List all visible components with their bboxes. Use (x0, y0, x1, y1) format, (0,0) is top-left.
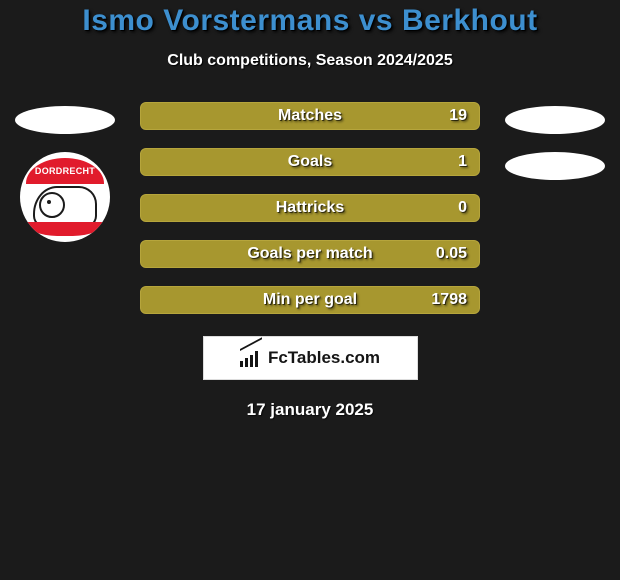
right-flag-bottom-icon (505, 152, 605, 180)
infographic-root: Ismo Vorstermans vs Berkhout Club compet… (0, 0, 620, 420)
stat-bar-value: 1798 (431, 291, 467, 309)
stat-bar-value: 19 (449, 107, 467, 125)
stat-bar-label: Min per goal (141, 291, 479, 309)
stat-bar: Hattricks0 (140, 194, 480, 222)
right-column (490, 102, 620, 180)
stat-bars: Matches19 Goals1 Hattricks0 Goals per match… (140, 102, 480, 314)
stat-bar: Goals1 (140, 148, 480, 176)
stat-bar-value: 0 (458, 199, 467, 217)
stat-bar-label: Goals per match (141, 245, 479, 263)
club-crest-text: DORDRECHT (26, 158, 104, 184)
club-crest-icon: DORDRECHT (20, 152, 110, 242)
stat-bar-value: 0.05 (436, 245, 467, 263)
right-flag-top-icon (505, 106, 605, 134)
stat-bar: Min per goal1798 (140, 286, 480, 314)
stat-bar: Goals per match0.05 (140, 240, 480, 268)
left-flag-icon (15, 106, 115, 134)
page-title: Ismo Vorstermans vs Berkhout (82, 4, 537, 38)
bar-chart-icon (240, 349, 262, 367)
brand-text: FcTables.com (268, 348, 380, 368)
page-subtitle: Club competitions, Season 2024/2025 (167, 52, 452, 70)
content-row: DORDRECHT Matches19 Goals1 Hattricks0 Goals… (0, 102, 620, 314)
stat-bar-label: Matches (141, 107, 479, 125)
stat-bar-value: 1 (458, 153, 467, 171)
stat-bar-label: Hattricks (141, 199, 479, 217)
brand-box: FcTables.com (203, 336, 418, 380)
footer-date: 17 january 2025 (247, 400, 374, 420)
stat-bar-label: Goals (141, 153, 479, 171)
left-column: DORDRECHT (0, 102, 130, 242)
stat-bar: Matches19 (140, 102, 480, 130)
crest-bottom-arc (26, 222, 104, 236)
